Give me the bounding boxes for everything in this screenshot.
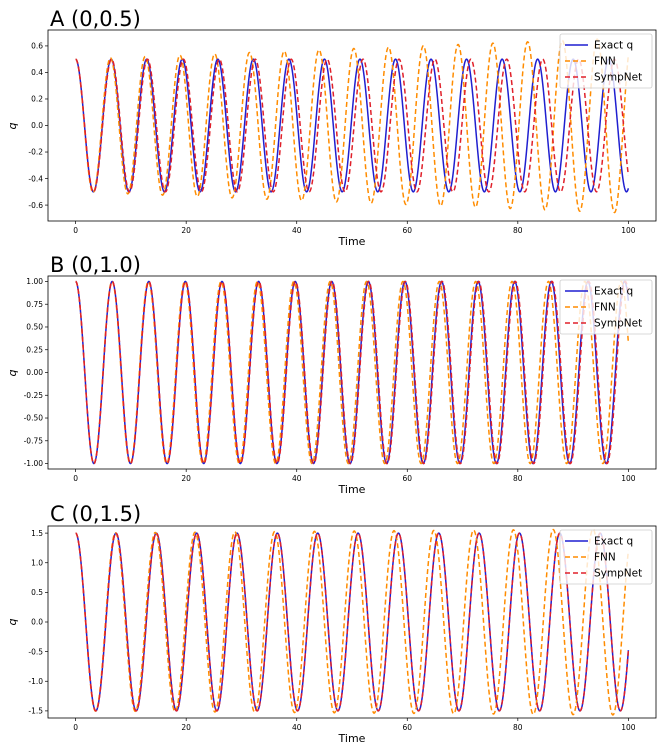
plot-frame xyxy=(47,275,657,470)
legend-label: SympNet xyxy=(594,318,642,330)
y-ticks: -1.00 -0.75 -0.50 -0.25 0.00 0.25 0.50 0.75 1.00 xyxy=(24,277,48,468)
y-tick-label: -0.50 xyxy=(24,414,44,423)
legend: Exact q FNN SympNet xyxy=(559,529,653,585)
legend-label: FNN xyxy=(594,552,616,564)
x-tick-label: 20 xyxy=(181,226,191,235)
y-tick-label: 0.0 xyxy=(31,121,43,130)
series-line-sympnet xyxy=(75,280,630,465)
legend-box xyxy=(559,529,653,585)
series-lines xyxy=(75,280,630,465)
x-ticks: 0 20 40 60 80 100 xyxy=(73,718,636,732)
x-tick-label: 40 xyxy=(292,723,302,732)
y-tick-label: -0.75 xyxy=(24,436,44,445)
x-tick-label: 60 xyxy=(402,226,412,235)
y-tick-label: -0.5 xyxy=(28,647,43,656)
x-tick-label: 100 xyxy=(621,474,636,483)
y-tick-label: -0.25 xyxy=(24,391,44,400)
panel-title: C (0,1.5) xyxy=(50,502,141,526)
legend-box xyxy=(559,33,653,89)
legend-label: Exact q xyxy=(594,536,633,548)
legend-label: SympNet xyxy=(594,72,642,84)
legend: Exact q FNN SympNet xyxy=(559,279,653,335)
legend-label: FNN xyxy=(594,302,616,314)
y-tick-label: 1.00 xyxy=(26,277,43,286)
y-ticks: -1.5 -1.0 -0.5 0.0 0.5 1.0 1.5 xyxy=(28,529,48,716)
y-tick-label: -0.6 xyxy=(28,201,43,210)
y-tick-label: -0.4 xyxy=(28,174,43,183)
y-tick-label: 0.75 xyxy=(26,300,43,309)
chart-panel-a: A (0,0.5) 0 20 40 60 80 100 -0.6 -0.4 -0.2 0.0 0.… xyxy=(6,7,657,248)
y-tick-label: 0.0 xyxy=(31,618,43,627)
y-tick-label: -1.00 xyxy=(24,459,44,468)
x-tick-label: 80 xyxy=(513,226,523,235)
y-tick-label: -0.2 xyxy=(28,148,43,157)
x-axis-label: Time xyxy=(338,732,366,745)
y-tick-label: 0.5 xyxy=(31,588,43,597)
x-tick-label: 100 xyxy=(621,723,636,732)
x-tick-label: 80 xyxy=(513,723,523,732)
x-axis-label: Time xyxy=(338,483,366,496)
legend-label: FNN xyxy=(594,56,616,68)
x-tick-label: 60 xyxy=(402,474,412,483)
y-tick-label: 0.2 xyxy=(31,95,43,104)
y-tick-label: -1.0 xyxy=(28,677,43,686)
legend-label: Exact q xyxy=(594,40,633,52)
x-tick-label: 100 xyxy=(621,226,636,235)
series-line-sympnet xyxy=(75,532,630,712)
y-tick-label: 0.50 xyxy=(26,323,43,332)
y-axis-label: q xyxy=(6,369,19,376)
x-ticks: 0 20 40 60 80 100 xyxy=(73,469,636,483)
series-line-sympnet xyxy=(75,58,630,193)
x-tick-label: 0 xyxy=(73,226,78,235)
x-tick-label: 80 xyxy=(513,474,523,483)
y-tick-label: 0.25 xyxy=(26,345,43,354)
x-tick-label: 20 xyxy=(181,723,191,732)
legend: Exact q FNN SympNet xyxy=(559,33,653,89)
y-tick-label: 0.6 xyxy=(31,42,43,51)
series-lines xyxy=(75,38,630,214)
series-line-fnn xyxy=(75,528,630,716)
legend-label: SympNet xyxy=(594,568,642,580)
y-axis-label: q xyxy=(6,122,19,129)
y-tick-label: 1.0 xyxy=(31,558,43,567)
y-tick-label: 0.00 xyxy=(26,368,43,377)
legend-label: Exact q xyxy=(594,286,633,298)
chart-panel-c: C (0,1.5) 0 20 40 60 80 100 -1.5 -1.0 -0.5 0.0 0.… xyxy=(6,502,657,745)
x-axis-label: Time xyxy=(338,235,366,248)
y-axis-label: q xyxy=(6,618,19,625)
x-tick-label: 40 xyxy=(292,226,302,235)
x-tick-label: 60 xyxy=(402,723,412,732)
series-lines xyxy=(75,528,630,716)
chart-panel-b: B (0,1.0) 0 20 40 60 80 100 -1.00 -0.75 -0.50 -0… xyxy=(6,253,657,496)
x-tick-label: 0 xyxy=(73,723,78,732)
y-tick-label: 0.4 xyxy=(31,68,43,77)
x-ticks: 0 20 40 60 80 100 xyxy=(73,221,636,235)
x-tick-label: 20 xyxy=(181,474,191,483)
plot-frame xyxy=(47,29,657,222)
y-tick-label: 1.5 xyxy=(31,529,43,538)
legend-box xyxy=(559,279,653,335)
y-ticks: -0.6 -0.4 -0.2 0.0 0.2 0.4 0.6 xyxy=(28,42,48,210)
series-line-exact-q xyxy=(75,58,630,193)
y-tick-label: -1.5 xyxy=(28,707,43,716)
panel-title: A (0,0.5) xyxy=(50,7,141,31)
panel-title: B (0,1.0) xyxy=(50,253,141,277)
x-tick-label: 0 xyxy=(73,474,78,483)
x-tick-label: 40 xyxy=(292,474,302,483)
